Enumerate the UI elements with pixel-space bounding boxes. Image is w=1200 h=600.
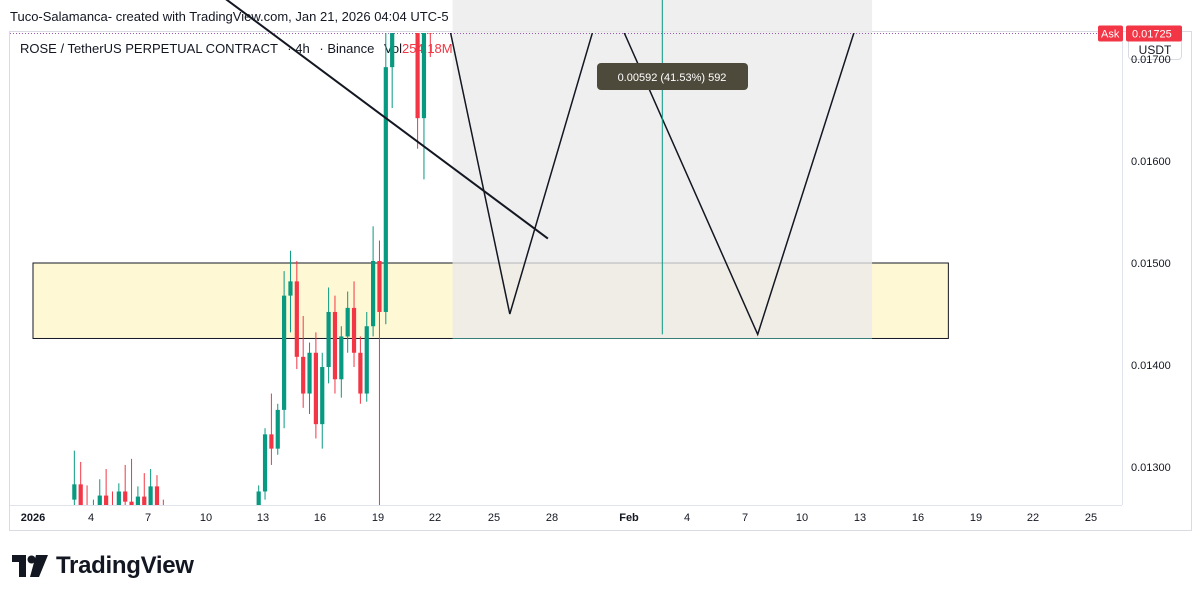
time-tick-label: 13 (257, 512, 269, 524)
price-tick-label: 0.01400 (1131, 360, 1171, 372)
ask-tag-label: Ask (1101, 29, 1120, 41)
candle-body (339, 336, 344, 380)
measure-tooltip (597, 63, 748, 90)
time-tick-label: 10 (200, 512, 212, 524)
candle-body (301, 356, 306, 394)
candle-body (377, 260, 382, 312)
time-tick-label: 19 (970, 512, 982, 524)
time-tick-label: 7 (145, 512, 151, 524)
candle-body (129, 501, 134, 505)
candle-body (148, 486, 153, 505)
time-tick-label: 10 (796, 512, 808, 524)
price-tick-label: 0.01700 (1131, 54, 1171, 66)
measure-label: 0.00592 (41.53%) 592 (618, 72, 727, 84)
candle-body (282, 295, 287, 410)
candle-body (409, 0, 413, 6)
candle-body (371, 260, 376, 327)
legend-separator: · (319, 41, 324, 56)
candle-body (142, 496, 147, 505)
candle-body (104, 495, 109, 505)
candle-body (415, 33, 420, 119)
time-tick-label: Feb (619, 512, 639, 524)
candle-body (116, 491, 121, 505)
time-tick-label: 28 (546, 512, 558, 524)
candle-body (72, 484, 77, 500)
candle-body (288, 281, 293, 296)
ask-value-label: 0.01725 (1132, 29, 1172, 41)
candle-body (332, 311, 338, 380)
candle-body (320, 367, 325, 425)
candle-body (390, 33, 395, 68)
candle-body (78, 484, 83, 505)
candle-body (421, 33, 427, 119)
candle-body (275, 409, 280, 449)
projection-path (449, 33, 855, 337)
candle-body (307, 352, 312, 394)
candle-body (364, 326, 369, 394)
brand-name: TradingView (56, 552, 194, 579)
time-tick-label: 4 (684, 512, 690, 524)
candle-body (383, 67, 388, 312)
price-tick-label: 0.01600 (1131, 156, 1171, 168)
candle-body (262, 434, 268, 492)
legend-separator: · (287, 41, 292, 56)
candle-body (269, 434, 274, 449)
candle-body (161, 517, 165, 530)
time-tick-label: 25 (1085, 512, 1097, 524)
symbol-legend: ROSE / TetherUS PERPETUAL CONTRACT · 4h … (20, 41, 453, 56)
ask-tag-box (1098, 25, 1123, 42)
candle-body (97, 495, 102, 505)
time-tick-label: 25 (488, 512, 500, 524)
trendline (225, 0, 549, 240)
time-tick-label: 22 (1027, 512, 1039, 524)
ask-value-box (1126, 25, 1182, 42)
candle-body (256, 491, 261, 505)
candle-body (123, 491, 128, 502)
candle-body (345, 307, 350, 337)
candle-body (294, 281, 299, 357)
symbol-name[interactable]: ROSE / TetherUS PERPETUAL CONTRACT (20, 41, 278, 56)
time-tick-label: 13 (854, 512, 866, 524)
candle-body (351, 307, 357, 353)
tradingview-logo-icon (12, 555, 48, 577)
time-tick-label: 19 (372, 512, 384, 524)
volume-value: 254.18M (402, 41, 453, 56)
candle-body (326, 311, 331, 368)
time-tick-label: 7 (742, 512, 748, 524)
candle-body (358, 352, 363, 394)
candle-body (110, 510, 114, 519)
time-tick-label: 4 (88, 512, 94, 524)
candle-body (250, 512, 254, 530)
time-tick-label: 2026 (21, 512, 45, 524)
candle-body (154, 486, 160, 505)
chart-attribution: Tuco-Salamanca- created with TradingView… (10, 9, 449, 24)
time-tick-label: 22 (429, 512, 441, 524)
candle-body (135, 496, 141, 505)
price-tick-label: 0.01300 (1131, 462, 1171, 474)
exchange-label: Binance (327, 41, 375, 56)
candle-body (428, 33, 433, 34)
tradingview-brand[interactable]: TradingView (12, 551, 194, 581)
price-tick-label: 0.01500 (1131, 258, 1171, 270)
candle-body (313, 352, 318, 425)
time-tick-label: 16 (314, 512, 326, 524)
time-tick-label: 16 (912, 512, 924, 524)
